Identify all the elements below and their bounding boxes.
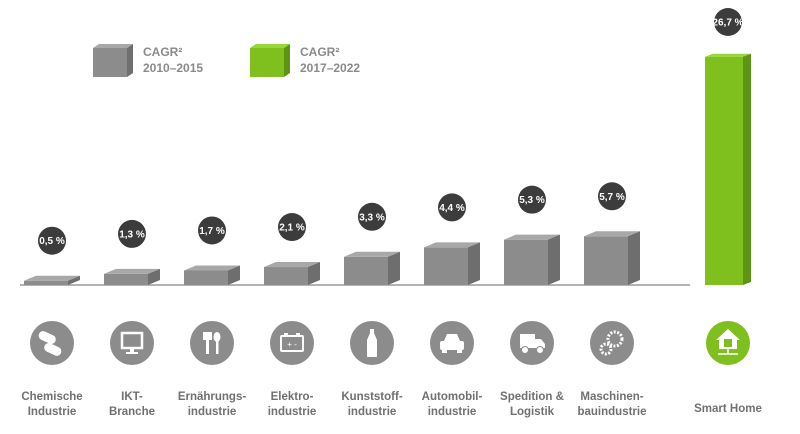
bar [24,280,68,285]
data-label: 4,4 % [439,203,465,214]
bar [184,270,228,285]
bar-group: 2,1 % + - Elektro-industrie [264,213,320,418]
bar-side [148,268,160,285]
category-label: Branche [109,406,155,418]
data-label-bubble [198,216,226,245]
legend-label: 2017–2022 [300,61,360,75]
bar-side [743,53,751,286]
data-label: 26,7 % [712,18,743,29]
bar-group: 1,3 % IKT- Branche [104,219,160,418]
data-label-bubble [38,226,66,255]
data-label: 5,7 % [599,192,625,203]
bar [264,267,308,285]
bar [504,239,548,285]
monitor-icon [120,331,144,354]
category-icon-circle [110,321,154,365]
data-label: 5,3 % [519,195,545,206]
fork-spoon-icon [203,332,221,354]
bar [104,273,148,285]
category-label: IKT- [121,391,143,403]
bar-top [344,251,400,257]
legend-swatch [93,48,127,77]
data-label: 1,3 % [119,229,145,240]
data-label-bubble [518,185,546,214]
bar-side [388,251,400,285]
bar-group: 26,7 % Smart Home [694,8,762,415]
bar-top [184,265,240,271]
data-label-bubble [118,219,146,248]
category-icon-circle [270,321,314,365]
battery-icon: + - [280,333,304,352]
bar [344,256,388,285]
bar-top [264,262,320,268]
data-label-bubble [714,8,742,36]
legend-label: CAGR² [300,45,339,59]
legend-item: CAGR² 2017–2022 [250,44,360,77]
bar-side [628,231,640,285]
bar-side [468,242,480,285]
category-label: Ernährungs- [178,391,247,403]
category-label: Automobil- [422,391,483,403]
legend-label: 2010–2015 [143,61,203,75]
category-label: Elektro- [271,391,314,403]
legend-swatch [250,48,284,77]
bar-group: 1,7 % Ernährungs-industrie [178,216,247,418]
category-label: industrie [268,406,317,418]
data-label-bubble [278,213,306,242]
data-label-bubble [598,182,626,211]
category-label: Spedition & [500,391,564,403]
category-label: industrie [348,406,397,418]
data-label: 3,3 % [359,212,385,223]
category-label: industrie [188,406,237,418]
gears-icon [599,330,624,356]
bar-group: 3,3 % Kunststoff-industrie [341,202,403,418]
category-label: Kunststoff- [341,391,402,403]
bar-side [68,275,80,285]
bar [424,247,468,285]
legend-item: CAGR² 2010–2015 [93,44,203,77]
category-label: industrie [428,406,477,418]
data-label-bubble [358,202,386,231]
data-label: 2,1 % [279,223,305,234]
bar-top [424,242,480,248]
legend-label: CAGR² [143,45,182,59]
bar [705,56,743,286]
category-label: Maschinen- [580,391,643,403]
data-label-bubble [438,193,466,222]
bar [584,236,628,285]
category-icon-circle [590,321,634,365]
category-label: Industrie [28,406,77,418]
data-label: 1,7 % [199,226,225,237]
category-label: bauindustrie [577,406,646,418]
bar-top [104,268,160,274]
pills-icon [38,331,62,356]
bar-side [308,262,320,285]
category-label: Logistik [510,406,555,418]
bar-top [705,53,751,57]
data-label: 0,5 % [39,236,65,247]
bar-group: 0,5 % Chemische Industrie [21,226,83,418]
bar-side [548,234,560,285]
bar-group: 5,7 % Maschinen-bauindustrie [577,182,647,418]
bar-group: 5,3 % Spedition & Logistik [500,185,564,418]
category-icon-circle [190,321,234,365]
truck-icon [520,334,545,354]
category-label: Chemische [21,391,82,403]
svg-text:+ -: + - [287,340,297,349]
bar-top [504,234,560,240]
bar-top [584,231,640,237]
bar-side [228,265,240,285]
bar-group: 4,4 % Automobil-industrie [422,193,483,418]
category-label: Smart Home [694,403,762,415]
car-icon [440,334,464,353]
legend: CAGR² 2010–2015 CAGR² 2017–2022 [93,44,360,77]
bottle-icon [367,329,377,357]
bar-top [24,275,80,281]
smart-home-icon [716,329,740,355]
